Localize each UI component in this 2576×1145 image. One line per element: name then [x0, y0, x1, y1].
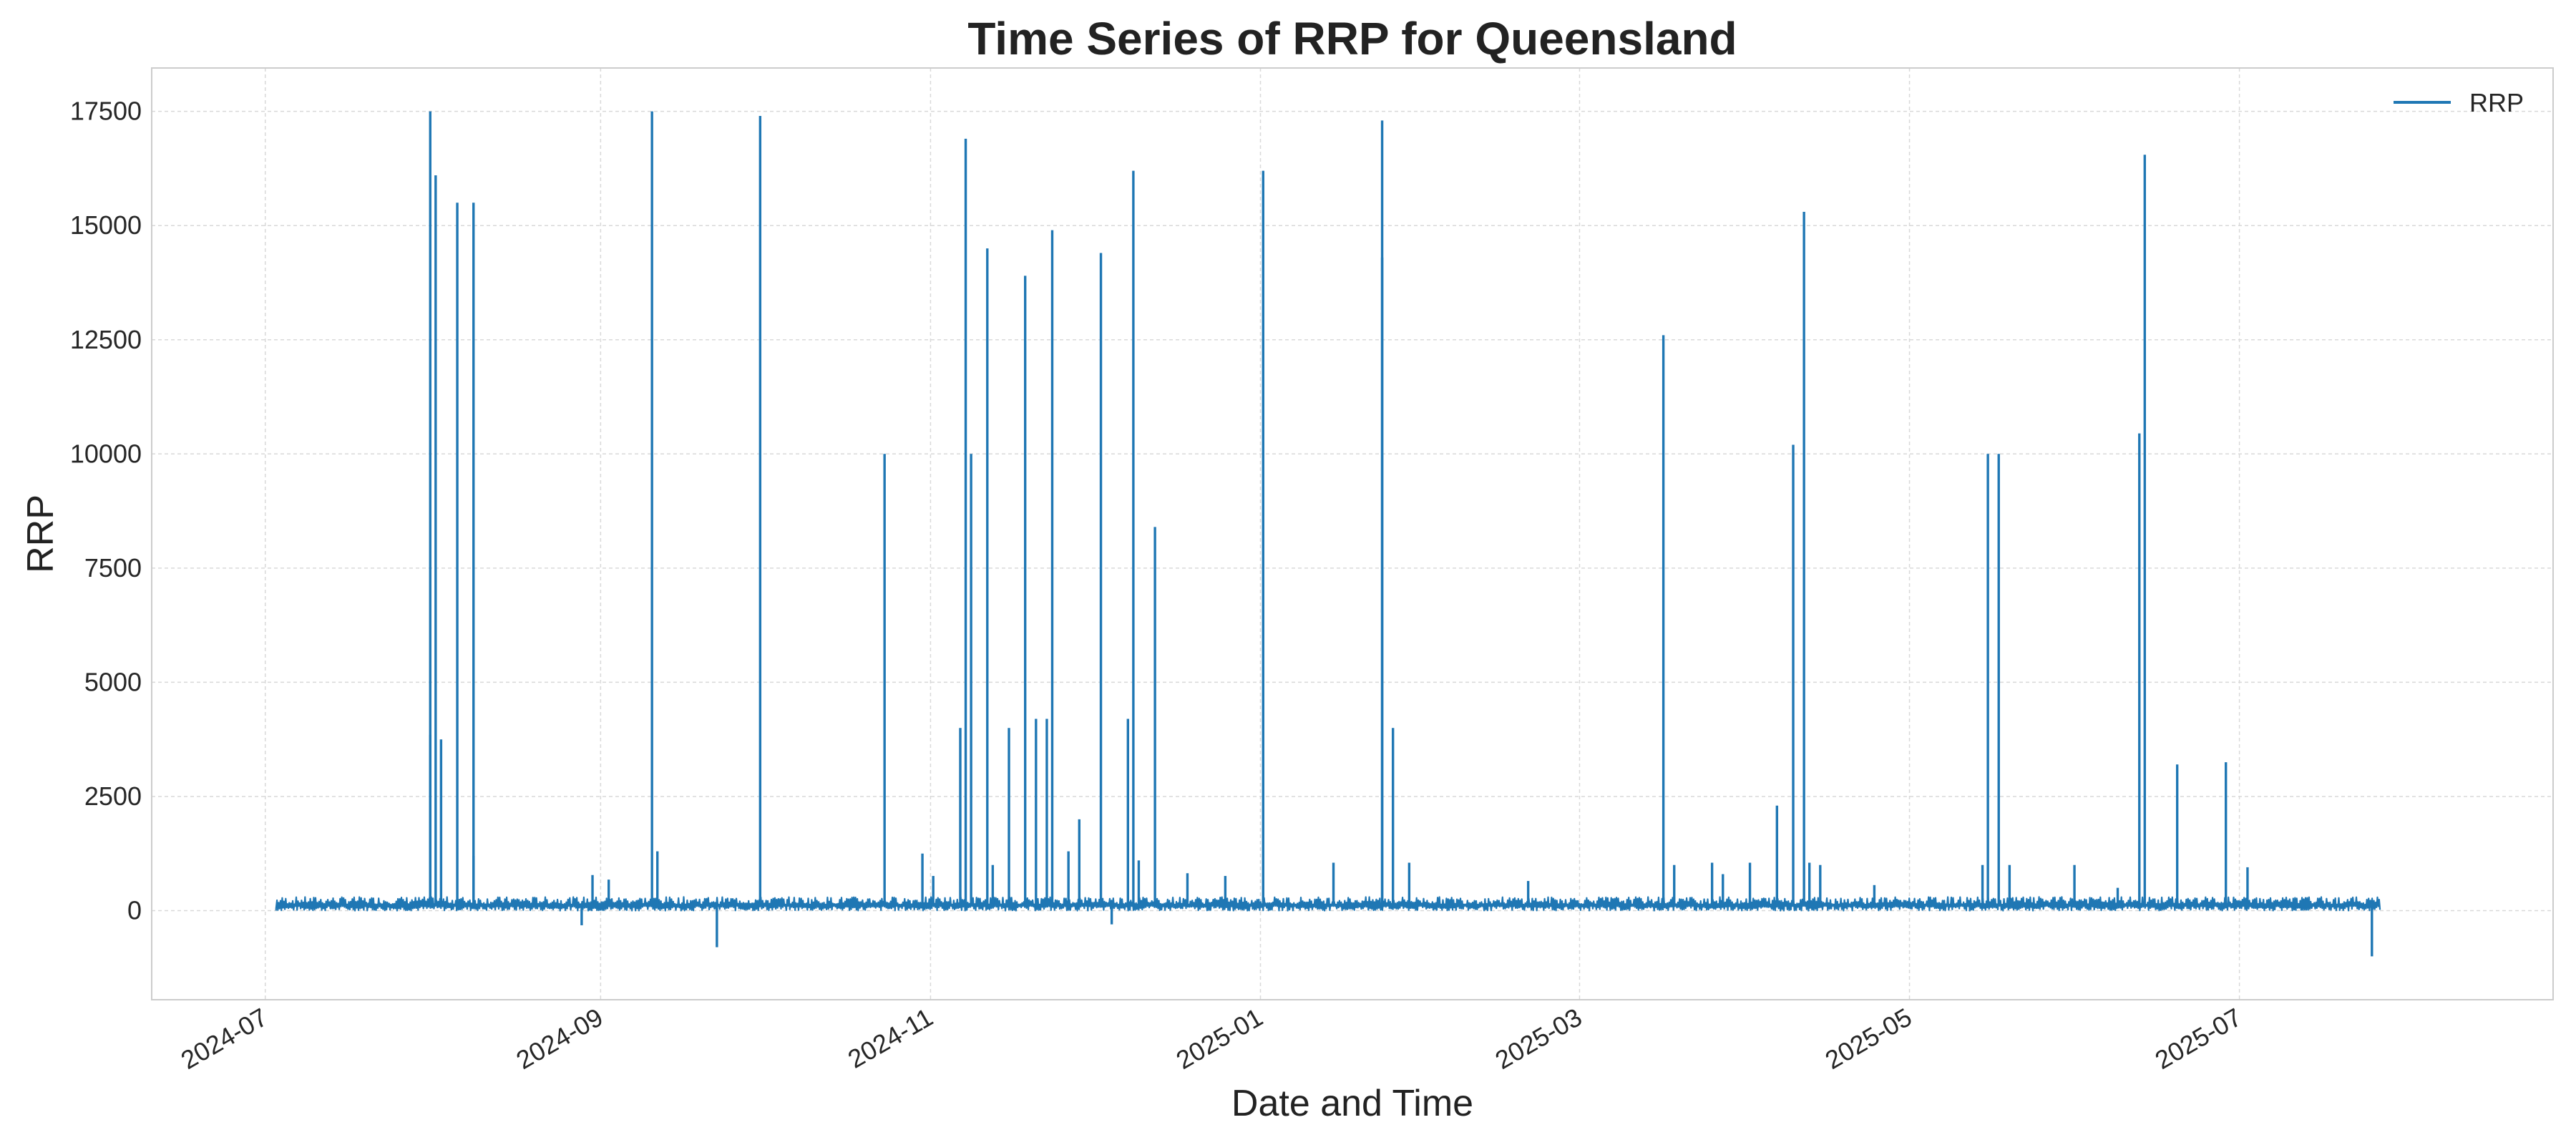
x-tick-label: 2024-11	[843, 1002, 938, 1073]
y-axis-label: RRP	[20, 494, 62, 573]
plot-frame	[151, 67, 2554, 1000]
y-tick-label: 5000	[84, 667, 142, 696]
legend: RRP	[2394, 88, 2524, 117]
x-tick-label: 2024-07	[176, 1002, 273, 1075]
y-tick-label: 15000	[70, 210, 142, 240]
y-tick-label: 17500	[70, 97, 142, 126]
x-tick-label: 2025-05	[1820, 1002, 1917, 1075]
y-tick-label: 2500	[84, 781, 142, 811]
x-tick-label: 2025-03	[1491, 1002, 1587, 1075]
y-tick-label: 7500	[84, 553, 142, 583]
y-tick-label: 0	[127, 896, 142, 925]
x-axis-label: Date and Time	[1231, 1083, 1473, 1124]
y-axis-ticks: 0 2500 5000 7500 10000 12500 15000 17500	[70, 97, 142, 925]
x-tick-label: 2024-09	[511, 1002, 608, 1075]
x-tick-label: 2025-07	[2150, 1002, 2247, 1075]
series-layer	[275, 111, 2381, 957]
x-tick-label: 2025-01	[1171, 1002, 1268, 1075]
y-tick-label: 10000	[70, 439, 142, 468]
legend-label-rrp: RRP	[2469, 88, 2524, 117]
chart-title: Time Series of RRP for Queensland	[967, 13, 1737, 64]
grid-layer	[152, 68, 2553, 1000]
x-axis-ticks: 2024-07 2024-09 2024-11 2025-01 2025-03 2025-…	[176, 1002, 2247, 1075]
series-line-rrp	[275, 896, 2381, 912]
y-tick-label: 12500	[70, 325, 142, 354]
